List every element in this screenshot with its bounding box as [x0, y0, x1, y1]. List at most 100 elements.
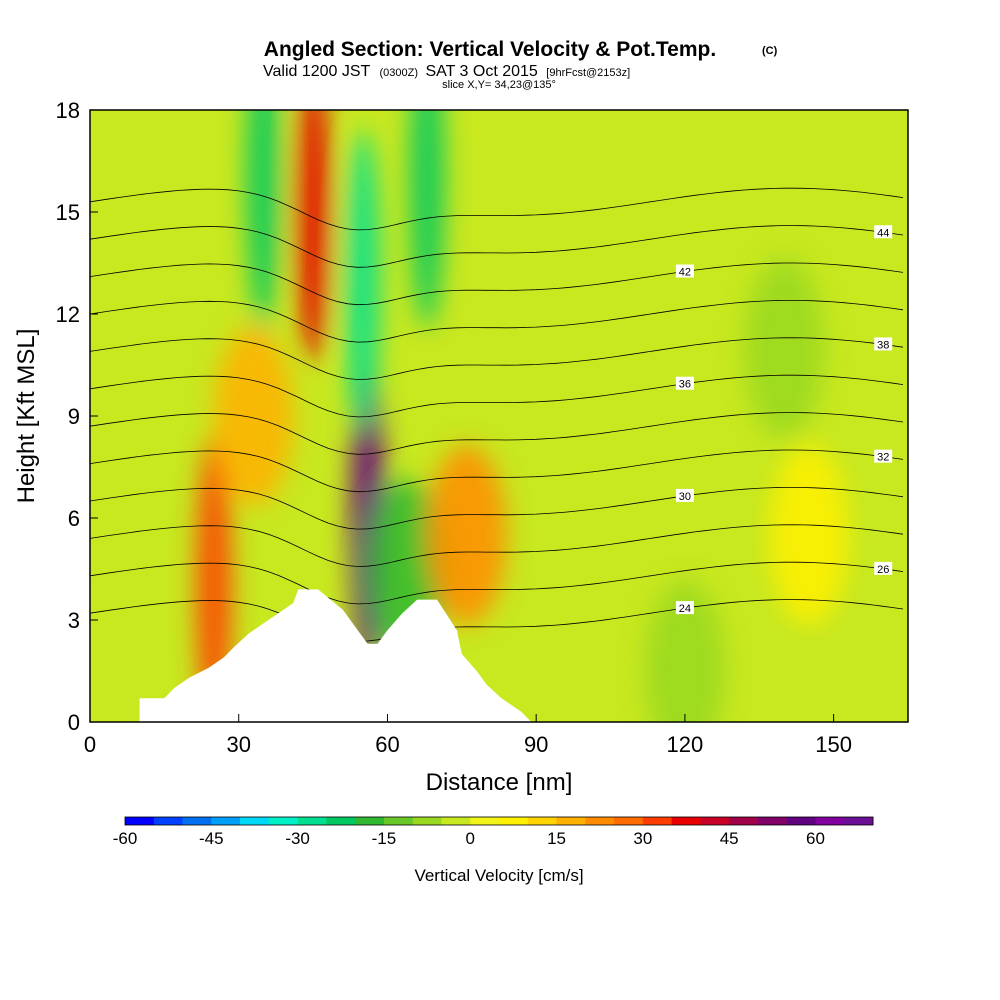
colorbar-swatch: [786, 817, 816, 825]
theta-contour: [90, 449, 904, 493]
theta-contours: [90, 187, 904, 642]
valid-time-line: Valid 1200 JST (0300Z) SAT 3 Oct 2015 [9…: [263, 63, 630, 80]
theta-contour-label: 24: [675, 601, 694, 615]
theta-contour: [90, 561, 904, 605]
colorbar-tick-label: -30: [285, 829, 310, 848]
theta-contour: [90, 524, 904, 567]
colorbar-swatch: [757, 817, 788, 825]
colorbar-swatch: [441, 817, 471, 825]
velocity-feature: [426, 445, 507, 625]
colorbar-swatch: [729, 817, 759, 825]
colorbar-tick-label: 0: [465, 829, 474, 848]
colorbar-swatch: [326, 817, 356, 825]
x-tick-label: 150: [815, 732, 852, 757]
theta-contour: [90, 487, 904, 530]
theta-contour-label: 30: [675, 488, 694, 503]
colorbar-swatch: [297, 817, 327, 825]
theta-contour: [90, 374, 904, 418]
colorbar-swatch: [700, 817, 730, 825]
valid-utc: (0300Z): [379, 67, 418, 79]
theta-contour: [90, 262, 904, 306]
y-tick-label: 3: [68, 608, 80, 633]
colorbar-tick-label: -15: [372, 829, 397, 848]
velocity-feature: [744, 258, 825, 438]
y-axis-title: Height [Kft MSL]: [13, 329, 40, 504]
y-tick-label: 9: [68, 404, 80, 429]
theta-contour-label: 38: [874, 337, 893, 351]
colorbar-swatch: [268, 817, 299, 825]
colorbar-swatch: [556, 817, 586, 825]
colorbar-swatch: [240, 817, 270, 825]
x-tick-label: 0: [84, 732, 96, 757]
svg-text:38: 38: [877, 339, 889, 351]
theta-contour: [90, 599, 904, 642]
colorbar-swatch: [211, 817, 241, 825]
colorbar-swatch: [182, 817, 212, 825]
theta-contour: [90, 187, 904, 231]
svg-text:32: 32: [877, 452, 889, 464]
velocity-feature: [213, 326, 294, 506]
valid-prefix: Valid 1200 JST: [263, 63, 371, 80]
x-axis-title: Distance [nm]: [426, 769, 573, 796]
colorbar-tick-label: 15: [547, 829, 566, 848]
theta-contour-label: 44: [874, 225, 893, 239]
colorbar-swatch: [470, 817, 500, 825]
colorbar-tick-label: -60: [113, 829, 138, 848]
theta-contour: [90, 337, 904, 380]
svg-text:30: 30: [679, 491, 691, 503]
colorbar-swatch: [671, 817, 701, 825]
y-tick-label: 6: [68, 506, 80, 531]
colorbar-swatch: [125, 817, 155, 825]
colorbar-tick-label: 30: [633, 829, 652, 848]
colorbar-swatch: [499, 817, 529, 825]
svg-text:42: 42: [679, 267, 691, 279]
colorbar-title: Vertical Velocity [cm/s]: [414, 866, 583, 885]
x-tick-label: 120: [667, 732, 704, 757]
svg-text:24: 24: [679, 603, 691, 615]
colorbar-swatch: [844, 817, 874, 825]
colorbar-swatch: [614, 817, 644, 825]
colorbar-swatch: [412, 817, 442, 825]
theta-contour-label: 42: [675, 264, 694, 279]
theta-contour-label: 26: [874, 561, 893, 576]
velocity-feature: [409, 110, 446, 328]
valid-date: SAT 3 Oct 2015: [425, 63, 537, 80]
x-tick-label: 30: [226, 732, 250, 757]
colorbar-swatch: [355, 817, 385, 825]
y-tick-label: 0: [68, 710, 80, 735]
colorbar-swatch: [815, 817, 845, 825]
velocity-feature: [644, 581, 725, 722]
y-tick-label: 15: [56, 200, 80, 225]
x-tick-label: 60: [375, 732, 399, 757]
colorbar-swatch: [585, 817, 615, 825]
colorbar-swatch: [153, 817, 184, 825]
velocity-feature: [768, 445, 849, 625]
theta-contour-label: 32: [874, 449, 893, 464]
slice-label: slice X,Y= 34,23@135°: [442, 79, 556, 91]
chart-title: Angled Section: Vertical Velocity & Pot.…: [264, 38, 716, 61]
svg-text:44: 44: [877, 227, 889, 239]
colorbar-swatch: [383, 817, 414, 825]
y-tick-label: 12: [56, 302, 80, 327]
theta-contour: [90, 300, 904, 343]
forecast-label: [9hrFcst@2153z]: [546, 67, 630, 79]
copyright-mark: (C): [762, 45, 778, 57]
terrain: [139, 589, 532, 722]
velocity-field: [195, 110, 849, 722]
svg-text:36: 36: [679, 379, 691, 391]
velocity-feature: [245, 110, 282, 328]
plot-area: 242628303234363840424446: [90, 110, 908, 722]
x-tick-label: 90: [524, 732, 548, 757]
velocity-feature: [195, 436, 232, 722]
colorbar-frame: [124, 816, 874, 826]
colorbar-swatch: [642, 817, 673, 825]
colorbar-tick-label: 45: [720, 829, 739, 848]
theta-contour-label: 36: [675, 376, 694, 391]
svg-text:26: 26: [877, 564, 889, 576]
colorbar-tick-label: 60: [806, 829, 825, 848]
colorbar-tick-label: -45: [199, 829, 224, 848]
theta-contour: [90, 412, 904, 455]
colorbar-swatch: [527, 817, 558, 825]
